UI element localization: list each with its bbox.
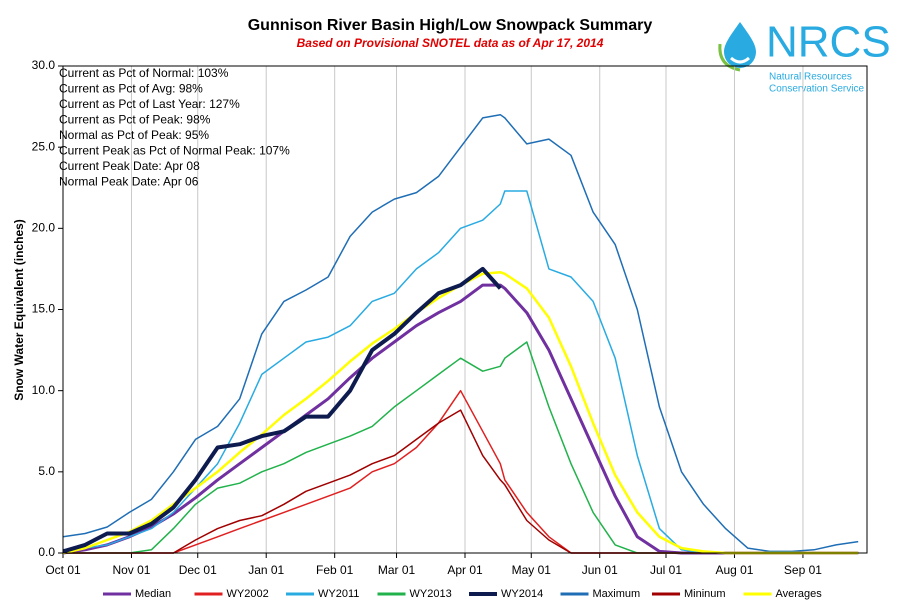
annotation: Current Peak Date: Apr 08 xyxy=(59,159,200,173)
series-line xyxy=(62,266,502,554)
annotation: Current as Pct of Last Year: 127% xyxy=(59,97,240,111)
legend-label: Mininum xyxy=(684,588,726,600)
legend-label: WY2014 xyxy=(501,588,543,600)
legend-label: WY2013 xyxy=(410,588,452,600)
y-tick-label: 30.0 xyxy=(32,58,56,72)
chart-title: Gunnison River Basin High/Low Snowpack S… xyxy=(248,17,653,34)
x-tick-label: Apr 01 xyxy=(447,563,483,577)
legend-label: Maximum xyxy=(593,588,641,600)
annotation: Current as Pct of Peak: 98% xyxy=(59,113,211,127)
annotation: Normal as Pct of Peak: 95% xyxy=(59,128,209,142)
y-tick-label: 25.0 xyxy=(32,139,56,153)
legend-label: WY2011 xyxy=(318,588,359,600)
legend-label: Median xyxy=(135,588,171,600)
chart-subtitle: Based on Provisional SNOTEL data as of A… xyxy=(297,36,604,50)
y-tick-label: 15.0 xyxy=(32,302,56,316)
annotation: Current as Pct of Normal: 103% xyxy=(59,66,229,80)
legend-label: WY2002 xyxy=(227,588,269,600)
y-tick-label: 10.0 xyxy=(32,383,56,397)
x-tick-label: Jan 01 xyxy=(248,563,284,577)
logo-line: Conservation Service xyxy=(769,84,864,95)
logo-name: NRCS xyxy=(766,18,891,67)
legend-label: Averages xyxy=(776,588,823,600)
x-tick-label: Mar 01 xyxy=(378,563,416,577)
x-tick-label: Jun 01 xyxy=(582,563,618,577)
x-tick-label: May 01 xyxy=(512,563,552,577)
x-tick-label: Dec 01 xyxy=(179,563,217,577)
series-line xyxy=(62,113,859,553)
y-axis-label: Snow Water Equivalent (inches) xyxy=(12,219,26,401)
logo-drop xyxy=(724,22,756,68)
plot-frame xyxy=(62,65,868,554)
legend: Median WY2002 WY2011 WY2013 WY2014 Maximum Min… xyxy=(103,588,822,600)
x-tick-label: Aug 01 xyxy=(715,563,753,577)
x-tick-label: Feb 01 xyxy=(316,563,354,577)
annotation: Normal Peak Date: Apr 06 xyxy=(59,175,199,189)
y-tick-label: 20.0 xyxy=(32,221,56,235)
y-tick-label: 5.0 xyxy=(38,464,55,478)
annotation: Current as Pct of Avg: 98% xyxy=(59,82,203,96)
x-tick-label: Nov 01 xyxy=(112,563,150,577)
y-tick-label: 0.0 xyxy=(38,545,55,559)
x-tick-label: Jul 01 xyxy=(650,563,682,577)
x-tick-label: Sep 01 xyxy=(784,563,822,577)
annotation: Current Peak as Pct of Normal Peak: 107% xyxy=(59,144,290,158)
x-tick-label: Oct 01 xyxy=(45,563,81,577)
logo-leaf xyxy=(718,43,741,72)
logo-line: Natural Resources xyxy=(769,72,852,83)
logo: NRCS Natural Resources Conservation Serv… xyxy=(718,18,891,95)
logo-wave xyxy=(730,56,750,64)
